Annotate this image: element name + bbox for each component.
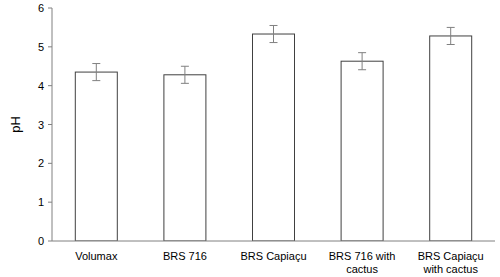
y-tick-label: 5 [38,41,44,53]
bar [253,34,295,241]
x-tick-label: BRS 716 withcactus [329,250,396,275]
label-line: Volumax [75,250,118,262]
x-tick-label: BRS 716 [163,250,207,262]
y-tick-label: 2 [38,157,44,169]
error-stem [362,53,363,70]
error-cap [181,66,189,67]
x-tick-label: BRS Capiaçuwith cactus [418,250,484,275]
x-tick-label: Volumax [75,250,118,262]
y-tick [48,85,52,86]
bar [164,75,206,241]
label-line: BRS 716 [163,250,207,262]
error-bar [92,64,100,81]
y-tick [48,202,52,203]
y-tick-label: 1 [38,196,44,208]
label-line: BRS 716 with [329,250,396,262]
error-bar [270,25,278,42]
x-axis [52,241,495,242]
error-cap [92,63,100,64]
error-bar [181,66,189,83]
bars [75,25,471,241]
error-stem [184,66,185,83]
bar [430,36,472,241]
y-axis-label: pH [8,116,23,133]
label-line: BRS Capiaçu [240,250,306,262]
bar [75,72,117,241]
bar [341,61,383,241]
y-axis [52,8,53,241]
error-cap [270,25,278,26]
y-tick [48,241,52,242]
error-bar [358,53,366,70]
error-stem [450,27,451,44]
error-cap [270,42,278,43]
y-tick-label: 4 [38,80,44,92]
error-stem [96,64,97,81]
error-bar [447,27,455,44]
y-tick [48,46,52,47]
chart: 0 1 2 3 4 5 6 pH Volumax BRS 716 BRS Capiaçu BRS 71… [0,0,500,277]
error-cap [447,27,455,28]
error-cap [358,52,366,53]
y-tick [48,8,52,9]
error-stem [273,25,274,42]
error-cap [447,44,455,45]
label-line: with cactus [422,263,478,275]
y-tick [48,124,52,125]
label-line: BRS Capiaçu [418,250,484,262]
x-tick-label: BRS Capiaçu [240,250,306,262]
y-tick-label: 0 [38,235,44,247]
error-cap [181,83,189,84]
error-cap [92,80,100,81]
y-tick-label: 3 [38,119,44,131]
error-cap [358,69,366,70]
label-line: cactus [346,263,378,275]
y-tick-label: 6 [38,2,44,14]
y-tick [48,163,52,164]
